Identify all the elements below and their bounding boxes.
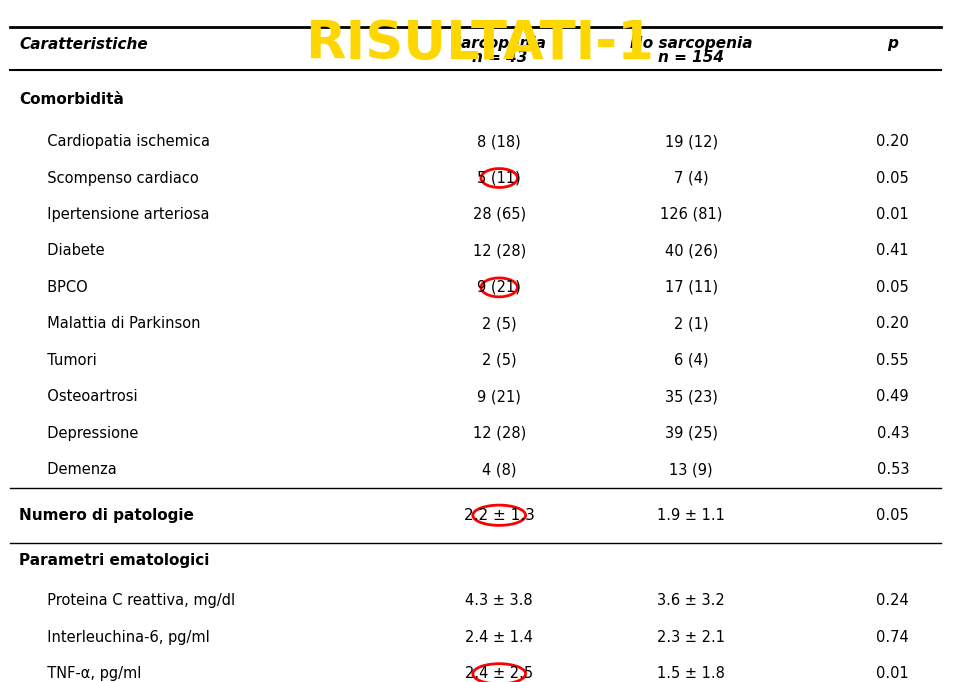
Text: 0.05: 0.05 (876, 170, 909, 186)
Text: 2 (1): 2 (1) (674, 316, 708, 331)
Text: 2.4 ± 2.5: 2.4 ± 2.5 (466, 666, 533, 681)
Text: Caratteristiche: Caratteristiche (19, 38, 148, 53)
Text: n = 154: n = 154 (659, 50, 724, 65)
Text: 0.20: 0.20 (876, 134, 909, 149)
Text: 3.6 ± 3.2: 3.6 ± 3.2 (658, 593, 725, 608)
Text: Diabete: Diabete (38, 243, 105, 258)
Text: 13 (9): 13 (9) (669, 462, 713, 477)
Text: 39 (25): 39 (25) (664, 426, 718, 441)
Text: Osteoartrosi: Osteoartrosi (38, 389, 138, 404)
Text: 0.05: 0.05 (876, 508, 909, 522)
Text: 0.05: 0.05 (876, 280, 909, 295)
Text: 0.20: 0.20 (876, 316, 909, 331)
Text: 7 (4): 7 (4) (674, 170, 708, 186)
Text: Cardiopatia ischemica: Cardiopatia ischemica (38, 134, 210, 149)
Text: RISULTATI-1: RISULTATI-1 (305, 18, 655, 70)
Text: No sarcopenia: No sarcopenia (630, 36, 753, 51)
Text: BPCO: BPCO (38, 280, 88, 295)
Text: Depressione: Depressione (38, 426, 139, 441)
Text: TNF-α, pg/ml: TNF-α, pg/ml (38, 666, 142, 681)
Text: 0.24: 0.24 (876, 593, 909, 608)
Text: Proteina C reattiva, mg/dl: Proteina C reattiva, mg/dl (38, 593, 235, 608)
Text: Parametri ematologici: Parametri ematologici (19, 553, 209, 568)
Text: Interleuchina-6, pg/ml: Interleuchina-6, pg/ml (38, 630, 210, 645)
Text: 4.3 ± 3.8: 4.3 ± 3.8 (466, 593, 533, 608)
Text: 0.01: 0.01 (876, 207, 909, 222)
Text: 17 (11): 17 (11) (664, 280, 718, 295)
Text: 0.53: 0.53 (876, 462, 909, 477)
Text: 2.2 ± 1.3: 2.2 ± 1.3 (464, 508, 535, 522)
Text: 19 (12): 19 (12) (664, 134, 718, 149)
Text: 2.3 ± 2.1: 2.3 ± 2.1 (658, 630, 725, 645)
Text: 0.55: 0.55 (876, 353, 909, 368)
Text: Tumori: Tumori (38, 353, 97, 368)
Text: Scompenso cardiaco: Scompenso cardiaco (38, 170, 199, 186)
Text: p: p (887, 35, 899, 50)
Text: 2 (5): 2 (5) (482, 353, 516, 368)
Text: 28 (65): 28 (65) (472, 207, 526, 222)
Text: 2.4 ± 1.4: 2.4 ± 1.4 (466, 630, 533, 645)
Text: Comorbidità: Comorbidità (19, 92, 124, 107)
Text: 4 (8): 4 (8) (482, 462, 516, 477)
Text: 12 (28): 12 (28) (472, 426, 526, 441)
Text: Demenza: Demenza (38, 462, 117, 477)
Text: 0.49: 0.49 (876, 389, 909, 404)
Text: 35 (23): 35 (23) (664, 389, 718, 404)
Text: 40 (26): 40 (26) (664, 243, 718, 258)
Text: 0.43: 0.43 (876, 426, 909, 441)
Text: n = 43: n = 43 (471, 50, 527, 65)
Text: 1.9 ± 1.1: 1.9 ± 1.1 (658, 508, 725, 522)
Text: 2 (5): 2 (5) (482, 316, 516, 331)
Text: 5 (11): 5 (11) (477, 170, 521, 186)
Text: 8 (18): 8 (18) (477, 134, 521, 149)
Text: Sarcopenia: Sarcopenia (451, 36, 547, 51)
Text: 9 (21): 9 (21) (477, 389, 521, 404)
Text: Numero di patologie: Numero di patologie (19, 508, 194, 522)
Text: 0.74: 0.74 (876, 630, 909, 645)
Text: 9 (21): 9 (21) (477, 280, 521, 295)
Text: 126 (81): 126 (81) (660, 207, 722, 222)
Text: 0.41: 0.41 (876, 243, 909, 258)
Text: Ipertensione arteriosa: Ipertensione arteriosa (38, 207, 210, 222)
Text: 1.5 ± 1.8: 1.5 ± 1.8 (658, 666, 725, 681)
Text: 0.01: 0.01 (876, 666, 909, 681)
Text: Malattia di Parkinson: Malattia di Parkinson (38, 316, 201, 331)
Text: 6 (4): 6 (4) (674, 353, 708, 368)
Text: 12 (28): 12 (28) (472, 243, 526, 258)
